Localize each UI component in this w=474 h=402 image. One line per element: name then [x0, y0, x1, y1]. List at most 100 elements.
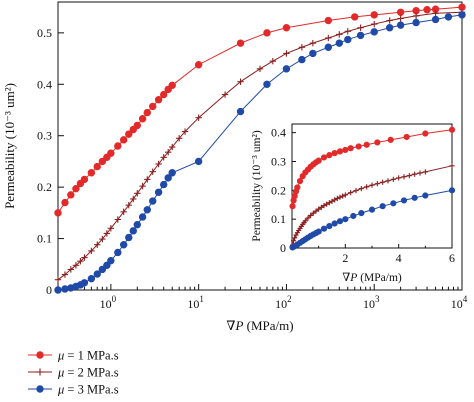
main-series-2-point	[139, 182, 146, 190]
main-y-tick-label: 0.3	[37, 129, 52, 143]
main-series-2-point	[283, 50, 290, 57]
main-chart: 0 0.1 0.2 0.3 0.4 0.5 100 101 102 103 104 ∇P (MPa/m…	[2, 1, 468, 333]
main-series-1-point	[324, 16, 333, 25]
main-y-tick-label: 0	[46, 283, 52, 297]
main-series-2-point	[256, 65, 264, 73]
inset-series-2-point	[329, 198, 335, 204]
main-series-1-point	[282, 24, 291, 32]
main-series-3-point	[80, 279, 89, 287]
main-series-3-point	[263, 80, 271, 88]
main-series-3-point	[138, 213, 147, 221]
main-series-1-point	[133, 121, 141, 130]
main-series-3-point	[125, 233, 133, 242]
main-series-1-point	[351, 13, 359, 21]
inset-series-2-point	[305, 215, 311, 221]
main-series-2-point	[269, 57, 277, 65]
main-series-1-point	[87, 169, 96, 177]
main-series-3-point	[282, 65, 291, 73]
inset-x-tick-label: 2	[342, 251, 348, 265]
inset-series-1-point	[387, 136, 394, 143]
main-y-tick-label: 0.5	[37, 26, 52, 40]
main-series-1-point	[423, 6, 431, 14]
main-series-2-point	[237, 78, 244, 85]
main-series-2-point	[149, 168, 156, 175]
main-series-2-point	[221, 91, 229, 98]
main-series-3-point	[324, 43, 333, 51]
main-series-1-point	[80, 175, 89, 184]
inset-series-3-point	[350, 212, 357, 220]
inset-series-2-point	[318, 204, 324, 210]
inset-series-3-point	[358, 210, 365, 217]
inset-series-2-point	[353, 188, 359, 194]
main-series-1-point	[194, 61, 203, 69]
main-series-1-point	[236, 39, 245, 47]
main-series-3-point	[356, 31, 365, 40]
inset-series-1-point	[403, 133, 410, 141]
main-series-3-point	[431, 15, 440, 24]
inset-series-3-point	[342, 216, 349, 223]
inset-y-axis-label: Permeability (10⁻³ um²)	[251, 130, 263, 242]
main-series-2-point	[114, 216, 122, 223]
main-series-2-point	[54, 276, 62, 283]
inset-series-2-point	[412, 171, 418, 177]
inset-y-tick-label: 0.2	[271, 183, 286, 197]
inset-series-2-point	[396, 175, 402, 181]
main-series-2-point	[61, 271, 69, 278]
inset-series-2-point	[380, 179, 386, 185]
main-series-1-point	[138, 115, 147, 123]
main-series-2-point	[164, 148, 172, 156]
main-series-1-point	[119, 136, 128, 144]
inset-series-1-point	[294, 184, 301, 191]
main-series-1-point	[396, 8, 405, 16]
main-series-3-point	[412, 18, 420, 27]
main-x-tick-label: 103	[363, 294, 380, 311]
inset-series-3-point	[379, 203, 386, 210]
main-series-3-point	[458, 11, 466, 19]
inset-series-2-point	[326, 200, 332, 206]
inset-series-3-point	[368, 206, 376, 213]
main-series-1-point	[263, 29, 271, 37]
inset-series-1-point	[315, 157, 322, 164]
legend-label: μ = 1 MPa.s	[57, 349, 119, 363]
inset-series-2-point	[308, 212, 314, 219]
inset-series-3-point	[411, 194, 418, 201]
inset-series-2-point	[321, 203, 327, 209]
main-series-3-point	[168, 169, 176, 177]
main-series-1-point	[72, 184, 80, 193]
main-series-1-point	[61, 198, 69, 207]
inset-series-2-point	[364, 184, 370, 190]
main-series-2-point	[175, 135, 183, 142]
inset-series-1-point	[347, 145, 354, 152]
main-series-2-point	[155, 160, 162, 168]
legend-marker	[36, 385, 44, 393]
inset-series-3-point	[336, 218, 344, 225]
inset-series-3-point	[400, 197, 408, 204]
main-series-2-point	[130, 195, 137, 203]
main-series-2-point	[309, 39, 317, 47]
main-series-2-point	[325, 34, 332, 42]
main-series-2-point	[371, 20, 378, 28]
main-series-2-point	[357, 24, 364, 31]
inset-y-tick-label: 0.1	[271, 212, 286, 226]
inset-series-1-point	[355, 143, 362, 150]
inset-series-1-point	[336, 148, 344, 155]
main-series-1-point	[168, 81, 176, 90]
inset-series-3-point	[422, 192, 429, 199]
main-series-3-point	[396, 21, 405, 29]
main-series-3-point	[143, 206, 151, 214]
inset-series-2-point	[313, 208, 319, 214]
main-series-2-point	[169, 143, 176, 151]
main-series-3-point	[54, 286, 62, 294]
main-x-tick-label: 101	[187, 294, 204, 311]
inset-x-tick-label: 4	[396, 251, 402, 265]
main-y-tick-label: 0.1	[37, 232, 52, 246]
main-series-2-point	[88, 247, 95, 255]
legend: μ = 1 MPa.s μ = 2 MPa.s μ = 3 MPa.s	[28, 349, 119, 397]
main-series-3-line	[57, 14, 463, 291]
inset-series-3-point	[320, 225, 328, 232]
inset-series-2-point	[302, 218, 308, 224]
inset-series-1-point	[448, 126, 456, 133]
main-y-tick-label: 0.2	[37, 180, 52, 194]
inset-y-tick-label: 0	[280, 241, 286, 255]
